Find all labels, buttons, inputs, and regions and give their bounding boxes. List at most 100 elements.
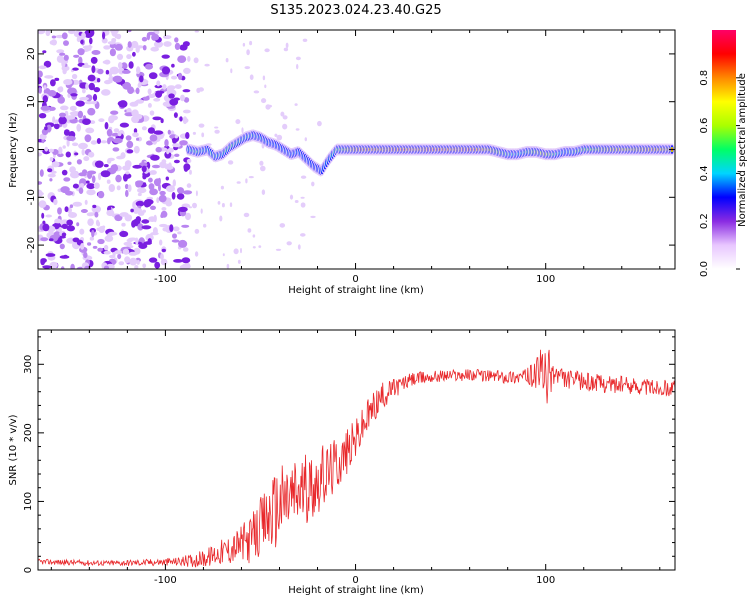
- noise-blob: [236, 181, 241, 184]
- noise-blob: [156, 197, 160, 204]
- y-tick-label: 10: [26, 95, 37, 108]
- snr-x-label: Height of straight line (km): [288, 585, 424, 596]
- noise-blob: [297, 244, 301, 250]
- noise-blob: [171, 75, 178, 80]
- noise-blob: [161, 54, 170, 59]
- noise-blob: [108, 115, 115, 124]
- noise-blob: [67, 87, 77, 95]
- noise-blob: [63, 40, 69, 46]
- noise-blob: [237, 259, 241, 264]
- noise-blob: [294, 103, 298, 106]
- noise-blob: [136, 137, 140, 141]
- noise-blob: [125, 135, 132, 141]
- noise-blob: [310, 215, 316, 219]
- noise-blob: [177, 187, 184, 194]
- noise-blob: [48, 238, 54, 242]
- noise-blob: [54, 77, 60, 81]
- noise-blob: [72, 142, 79, 147]
- noise-blob: [78, 142, 88, 150]
- noise-blob: [173, 159, 180, 164]
- noise-blob: [286, 241, 292, 246]
- noise-blob: [147, 103, 152, 108]
- noise-blob: [135, 200, 145, 207]
- noise-blob: [108, 184, 116, 192]
- noise-blob: [137, 223, 144, 231]
- noise-blob: [187, 55, 191, 62]
- noise-blob: [127, 30, 132, 33]
- noise-blob: [97, 247, 103, 252]
- noise-blob: [189, 206, 192, 209]
- noise-blob: [47, 90, 57, 97]
- y-tick-label: 300: [23, 355, 34, 374]
- noise-blob: [133, 145, 140, 154]
- noise-blob: [317, 120, 322, 127]
- noise-blob: [156, 133, 164, 140]
- noise-blob: [84, 101, 94, 105]
- noise-blob: [172, 179, 176, 187]
- noise-blob: [86, 171, 93, 179]
- noise-blob: [100, 140, 108, 144]
- noise-blob: [94, 160, 104, 168]
- snr-frame: [37, 329, 676, 571]
- noise-blob: [40, 105, 51, 111]
- noise-blob: [38, 200, 47, 209]
- colorbar-tick-label: 0.6: [699, 118, 710, 134]
- noise-blob: [185, 132, 190, 139]
- noise-blob: [76, 123, 81, 132]
- noise-blob: [147, 238, 152, 245]
- noise-blob: [289, 194, 294, 200]
- noise-blob: [87, 107, 96, 116]
- noise-blob: [63, 79, 73, 86]
- noise-blob: [50, 79, 56, 87]
- noise-blob: [62, 67, 67, 75]
- noise-blob: [97, 190, 105, 199]
- noise-blob: [279, 223, 286, 228]
- noise-blob: [119, 230, 129, 238]
- noise-blob: [111, 132, 120, 137]
- spectrogram-y-label: Frequency (Hz): [8, 112, 19, 188]
- noise-blob: [174, 84, 182, 89]
- noise-blob: [152, 116, 162, 121]
- noise-blob: [264, 84, 267, 89]
- snr-panel: -100 0 100 0 100 200 300 Height of straight l…: [8, 329, 676, 596]
- noise-blob: [137, 187, 147, 194]
- noise-blob: [171, 63, 175, 68]
- noise-blob: [148, 72, 158, 80]
- noise-blob: [181, 257, 191, 264]
- noise-blob: [165, 176, 169, 181]
- noise-blob: [227, 160, 234, 165]
- noise-blob: [182, 109, 191, 114]
- snr-y-label: SNR (10 * v/v): [8, 414, 19, 485]
- noise-blob: [144, 199, 154, 205]
- noise-blob: [88, 82, 96, 91]
- noise-blob: [45, 30, 51, 37]
- noise-blob: [40, 237, 49, 242]
- noise-blob: [79, 183, 84, 187]
- noise-blob: [86, 183, 96, 190]
- noise-blob: [48, 148, 54, 153]
- noise-blob: [126, 54, 132, 60]
- noise-blob: [122, 248, 130, 255]
- noise-blob: [97, 221, 101, 227]
- noise-blob: [87, 74, 96, 82]
- noise-blob: [58, 116, 67, 125]
- noise-blob: [71, 73, 78, 80]
- noise-blob: [142, 209, 147, 213]
- noise-blob: [118, 261, 125, 266]
- noise-blob: [102, 31, 106, 40]
- noise-blob: [60, 266, 65, 269]
- noise-blob: [88, 151, 95, 158]
- noise-blob: [92, 245, 98, 249]
- noise-blob: [242, 42, 246, 47]
- noise-blob: [226, 263, 230, 269]
- noise-blob: [142, 263, 147, 269]
- noise-blob: [72, 183, 79, 189]
- noise-blob: [38, 65, 47, 70]
- noise-blob: [96, 78, 101, 83]
- noise-blob: [69, 105, 77, 112]
- noise-blob: [129, 101, 139, 107]
- noise-blob: [149, 134, 158, 142]
- noise-blob: [40, 258, 47, 263]
- noise-blob: [179, 116, 183, 122]
- noise-blob: [172, 143, 181, 148]
